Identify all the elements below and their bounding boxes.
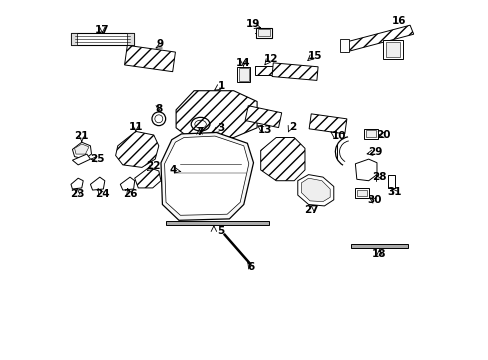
Polygon shape — [72, 154, 90, 165]
Text: 21: 21 — [74, 131, 89, 141]
Polygon shape — [72, 142, 91, 159]
Polygon shape — [260, 138, 305, 181]
Polygon shape — [257, 29, 269, 36]
Text: 26: 26 — [122, 189, 137, 199]
Polygon shape — [256, 28, 271, 38]
Text: 9: 9 — [156, 39, 163, 49]
Polygon shape — [363, 129, 377, 139]
Polygon shape — [127, 33, 134, 45]
Polygon shape — [297, 175, 333, 206]
Polygon shape — [244, 106, 281, 127]
Polygon shape — [124, 45, 175, 72]
Polygon shape — [382, 40, 402, 59]
Text: 13: 13 — [258, 125, 272, 135]
Text: 5: 5 — [217, 226, 224, 236]
Text: 4: 4 — [169, 165, 177, 175]
Text: 17: 17 — [95, 24, 109, 35]
Text: 12: 12 — [264, 54, 278, 64]
Polygon shape — [387, 175, 394, 188]
Text: 14: 14 — [236, 58, 250, 68]
Polygon shape — [115, 131, 159, 167]
Polygon shape — [365, 130, 375, 137]
Text: 27: 27 — [303, 204, 318, 215]
Text: 8: 8 — [155, 104, 162, 114]
Polygon shape — [356, 190, 366, 196]
Text: 28: 28 — [371, 172, 386, 182]
Text: 19: 19 — [245, 19, 260, 30]
Text: 20: 20 — [375, 130, 389, 140]
Text: 16: 16 — [390, 16, 405, 26]
Text: 23: 23 — [70, 189, 84, 199]
Text: 6: 6 — [247, 262, 254, 272]
Polygon shape — [254, 66, 276, 75]
Text: 29: 29 — [367, 147, 381, 157]
Polygon shape — [164, 136, 248, 215]
Polygon shape — [161, 132, 253, 220]
Polygon shape — [385, 42, 400, 57]
Polygon shape — [166, 221, 268, 225]
Polygon shape — [238, 68, 248, 81]
Text: 24: 24 — [95, 189, 109, 199]
Polygon shape — [271, 63, 317, 80]
Polygon shape — [355, 159, 376, 181]
Text: 3: 3 — [217, 123, 224, 133]
Text: 31: 31 — [387, 186, 402, 197]
Polygon shape — [71, 33, 77, 45]
Polygon shape — [237, 67, 250, 82]
Polygon shape — [339, 39, 348, 52]
Text: 2: 2 — [289, 122, 296, 132]
Text: 22: 22 — [146, 161, 161, 171]
Text: 1: 1 — [217, 81, 224, 91]
Text: 25: 25 — [90, 154, 104, 164]
Text: 11: 11 — [128, 122, 142, 132]
Polygon shape — [120, 177, 134, 190]
Polygon shape — [134, 167, 161, 188]
Text: 15: 15 — [307, 51, 321, 61]
Polygon shape — [301, 178, 329, 202]
Polygon shape — [71, 178, 83, 189]
Polygon shape — [90, 177, 104, 190]
Polygon shape — [350, 244, 407, 248]
Text: 10: 10 — [331, 131, 346, 141]
Polygon shape — [71, 33, 134, 45]
Text: 7: 7 — [195, 127, 203, 138]
Text: 18: 18 — [371, 249, 386, 259]
Polygon shape — [308, 114, 346, 134]
Polygon shape — [341, 25, 413, 52]
Polygon shape — [355, 188, 368, 198]
Polygon shape — [75, 144, 89, 154]
Text: 30: 30 — [367, 195, 381, 205]
Polygon shape — [176, 91, 257, 138]
Polygon shape — [183, 170, 192, 176]
